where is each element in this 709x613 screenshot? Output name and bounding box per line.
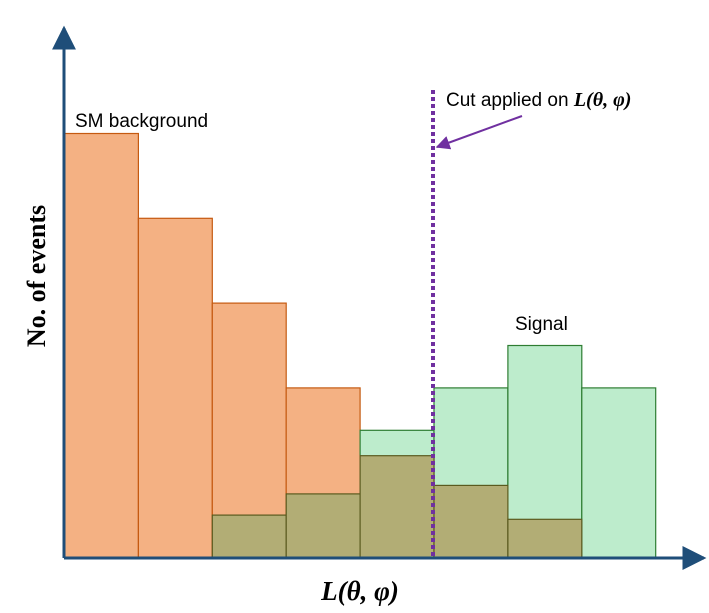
overlap-bar-bin-5 — [359, 455, 435, 559]
overlap-bar-bin-7 — [507, 518, 583, 559]
cut-annotation-prefix: Cut applied on — [446, 90, 574, 111]
cut-annotation: Cut applied on L(θ, φ) — [446, 89, 631, 111]
y-axis-label: No. of events — [22, 205, 51, 347]
sm-background-bar-bin-1 — [63, 132, 140, 559]
background-label: SM background — [75, 111, 208, 132]
cut-pointer-arrow — [435, 115, 523, 150]
cut-annotation-math: L(θ, φ) — [573, 89, 632, 111]
overlap-bar-bin-6 — [433, 484, 509, 559]
signal-label: Signal — [515, 314, 568, 335]
overlap-bar-bin-3 — [211, 514, 287, 559]
signal-bar-bin-8 — [581, 387, 657, 559]
x-axis-label: L(θ, φ) — [320, 576, 399, 606]
overlap-bar-bin-4 — [285, 493, 361, 559]
sm-background-bar-bin-2 — [137, 217, 213, 559]
